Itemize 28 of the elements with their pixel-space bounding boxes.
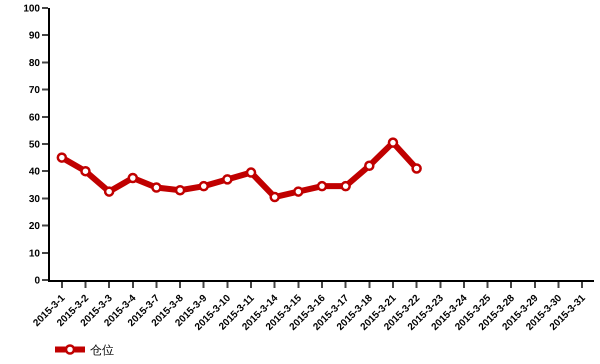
y-tick-label: 50 — [28, 140, 40, 150]
point — [246, 167, 256, 178]
point — [388, 137, 398, 148]
y-tick-label: 30 — [28, 194, 40, 205]
point — [222, 174, 233, 185]
point — [411, 163, 422, 174]
point — [128, 172, 138, 184]
point — [293, 186, 304, 197]
y-tick-label: 60 — [28, 112, 40, 124]
point — [56, 152, 68, 163]
y-tick-label: 40 — [28, 166, 40, 178]
point — [104, 186, 114, 197]
y-tick-label: 0 — [34, 276, 40, 286]
point — [340, 180, 351, 192]
y-tick-label: 100 — [23, 4, 40, 14]
y-tick-label: 20 — [28, 221, 40, 232]
point — [198, 180, 209, 192]
point — [269, 192, 280, 202]
legend-label: 仓位 — [90, 343, 114, 358]
y-tick-label: 80 — [28, 58, 40, 69]
point — [174, 184, 186, 196]
point — [316, 180, 328, 192]
y-tick-label: 70 — [28, 85, 40, 96]
y-tick-label: 10 — [28, 248, 40, 260]
point — [80, 166, 91, 176]
y-tick-label: 90 — [28, 30, 40, 42]
point — [151, 182, 162, 193]
point — [364, 160, 375, 172]
